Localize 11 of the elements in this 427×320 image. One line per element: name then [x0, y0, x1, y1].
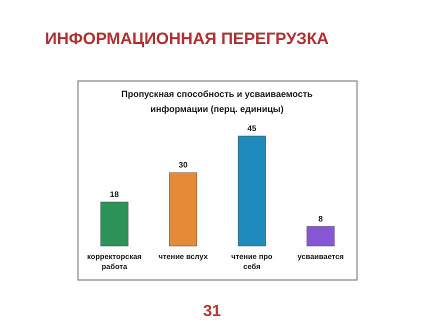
chart-title: ИНФОРМАЦИОННАЯ ПЕРЕГРУЗКА	[45, 30, 329, 48]
data-label: 30	[178, 160, 188, 170]
bar	[100, 202, 128, 246]
data-label: 18	[110, 190, 120, 199]
data-label: 8	[318, 214, 324, 224]
text: 31	[203, 303, 221, 320]
data-label: 45	[247, 124, 257, 133]
bar	[169, 172, 198, 246]
bar	[238, 136, 266, 246]
chart-subtitle: Пропускная способность и усваиваемость информации (перц. единицы)	[121, 89, 314, 114]
bar	[306, 226, 335, 246]
